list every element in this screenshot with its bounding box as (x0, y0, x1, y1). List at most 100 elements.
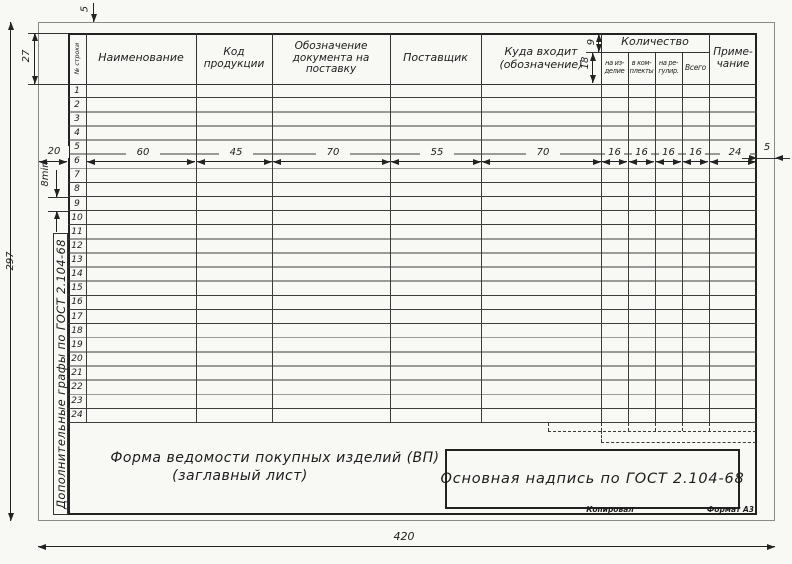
dimension-label-col7: 16 (632, 147, 651, 159)
dimension-line-row-height-upper (53, 170, 60, 197)
connector-dashed-line (601, 423, 602, 431)
row-number: 16 (71, 297, 83, 308)
dimension-label-col8: 16 (659, 147, 678, 159)
dimension-line-col5 (482, 158, 601, 165)
dimension-label-qty-title-height: 9 (586, 38, 597, 46)
row-number: 15 (71, 283, 83, 294)
row-number: 7 (74, 170, 80, 181)
row-number: 8 (74, 184, 80, 195)
header-cell-qty-in-kits: в ком- плекты (628, 52, 656, 85)
side-note-box (53, 233, 68, 515)
dimension-label-col6: 16 (605, 147, 624, 159)
arrowhead (749, 155, 757, 161)
side-note-label: Дополнительные графы по ГОСТ 2.104-68 (53, 239, 68, 509)
form-caption-line2: (заглавный лист) (172, 468, 308, 484)
row-number: 4 (74, 127, 80, 138)
column-divider (390, 84, 391, 423)
dimension-label-col2: 45 (219, 147, 253, 159)
connector-dashed-line (548, 431, 756, 432)
row-number: 3 (74, 113, 80, 124)
dimension-label-right-margin: 5 (763, 142, 771, 153)
column-divider (272, 84, 273, 423)
header-label-row-number: № строки (73, 42, 81, 75)
column-divider (86, 84, 87, 423)
header-cell-supply-document: Обозначение документа на поставку (272, 33, 391, 85)
dimension-line-col4 (391, 158, 481, 165)
dimension-line-col9 (683, 158, 708, 165)
dimension-line-col8 (656, 158, 681, 165)
dimension-line-col6 (602, 158, 627, 165)
dimension-line-right-margin (742, 158, 790, 159)
extension-line (48, 197, 68, 198)
connector-dashed-line (628, 423, 629, 431)
form-caption-line1: Форма ведомости покупных изделий (ВП) (110, 450, 440, 466)
dimension-line-col2 (197, 158, 272, 165)
dimension-line-sheet-width (38, 543, 775, 550)
header-cell-quantity: Количество (601, 33, 710, 53)
dimension-label-row-height: 8min (40, 161, 51, 187)
dimension-label-sheet-width: 420 (382, 530, 426, 543)
format-label: Формат А3 (706, 505, 754, 514)
connector-dashed-line (655, 423, 656, 431)
row-number-column: 1 2 3 4 5 6 7 8 9 10 11 12 13 14 15 16 1… (68, 84, 86, 423)
row-number: 22 (71, 382, 83, 393)
connector-dashed-line (601, 431, 602, 442)
dimension-line-col3 (273, 158, 390, 165)
header-cell-qty-total: Всего (682, 52, 710, 85)
row-number: 5 (74, 142, 80, 153)
header-cell-product-code: Код продукции (196, 33, 273, 85)
header-cell-note: Приме- чание (709, 33, 757, 85)
dimension-label-col10: 24 (720, 147, 750, 159)
row-number: 9 (74, 198, 80, 209)
row-number: 14 (71, 269, 83, 280)
row-number: 11 (71, 226, 83, 237)
dimension-line-qty-title-height (595, 34, 602, 52)
dimension-line-row-height-lower (53, 211, 60, 232)
row-number: 19 (71, 339, 83, 350)
extension-line (28, 33, 68, 34)
arrowhead (775, 155, 783, 161)
dimension-line-col10 (710, 158, 756, 165)
row-number: 20 (71, 353, 83, 364)
connector-dashed-line (682, 423, 683, 431)
dimension-line-col1 (87, 158, 195, 165)
column-divider (481, 84, 482, 423)
column-divider (709, 84, 710, 423)
row-number: 21 (71, 368, 83, 379)
dimension-label-col9: 16 (686, 147, 705, 159)
dimension-label-left-margin: 20 (39, 146, 69, 158)
dimension-line-top-margin (90, 3, 97, 22)
header-cell-qty-regulation: на ре- гулир. (655, 52, 683, 85)
dimension-line-sheet-height (7, 22, 14, 521)
row-number: 10 (71, 212, 83, 223)
column-divider (628, 84, 629, 423)
dimension-label-col3: 70 (316, 147, 350, 159)
dimension-label-top-margin: 5 (79, 5, 91, 13)
dimension-label-col1: 60 (126, 147, 160, 159)
connector-dashed-line (548, 423, 549, 431)
title-block-box: Основная надпись по ГОСТ 2.104-68 (440, 449, 744, 509)
row-number: 13 (71, 255, 83, 266)
column-divider (655, 84, 656, 423)
header-cell-supplier: Поставщик (390, 33, 482, 85)
dimension-label-header-height: 27 (21, 49, 32, 63)
dimension-label-col5: 70 (526, 147, 560, 159)
header-cell-qty-per-item: на из- делие (601, 52, 629, 85)
row-number: 17 (71, 311, 83, 322)
dimension-line-qty-sub-height (589, 53, 596, 83)
header-cell-name: Наименование (86, 33, 197, 85)
connector-dashed-line (709, 423, 710, 431)
dimension-label-qty-sub-height: 18 (580, 56, 591, 70)
dimension-line-col7 (629, 158, 654, 165)
header-cell-row-number: № строки (68, 33, 87, 85)
row-number: 23 (71, 396, 83, 407)
dimension-label-col4: 55 (420, 147, 454, 159)
sheet-outline (38, 22, 775, 521)
extension-line (586, 52, 601, 53)
row-number: 12 (71, 240, 83, 251)
dimension-label-sheet-height: 297 (5, 251, 16, 271)
column-divider (196, 84, 197, 423)
table-rows-grid: 1 2 3 4 5 6 7 8 9 10 11 12 13 14 15 16 1… (68, 84, 757, 423)
dimension-line-left-margin (39, 158, 67, 165)
